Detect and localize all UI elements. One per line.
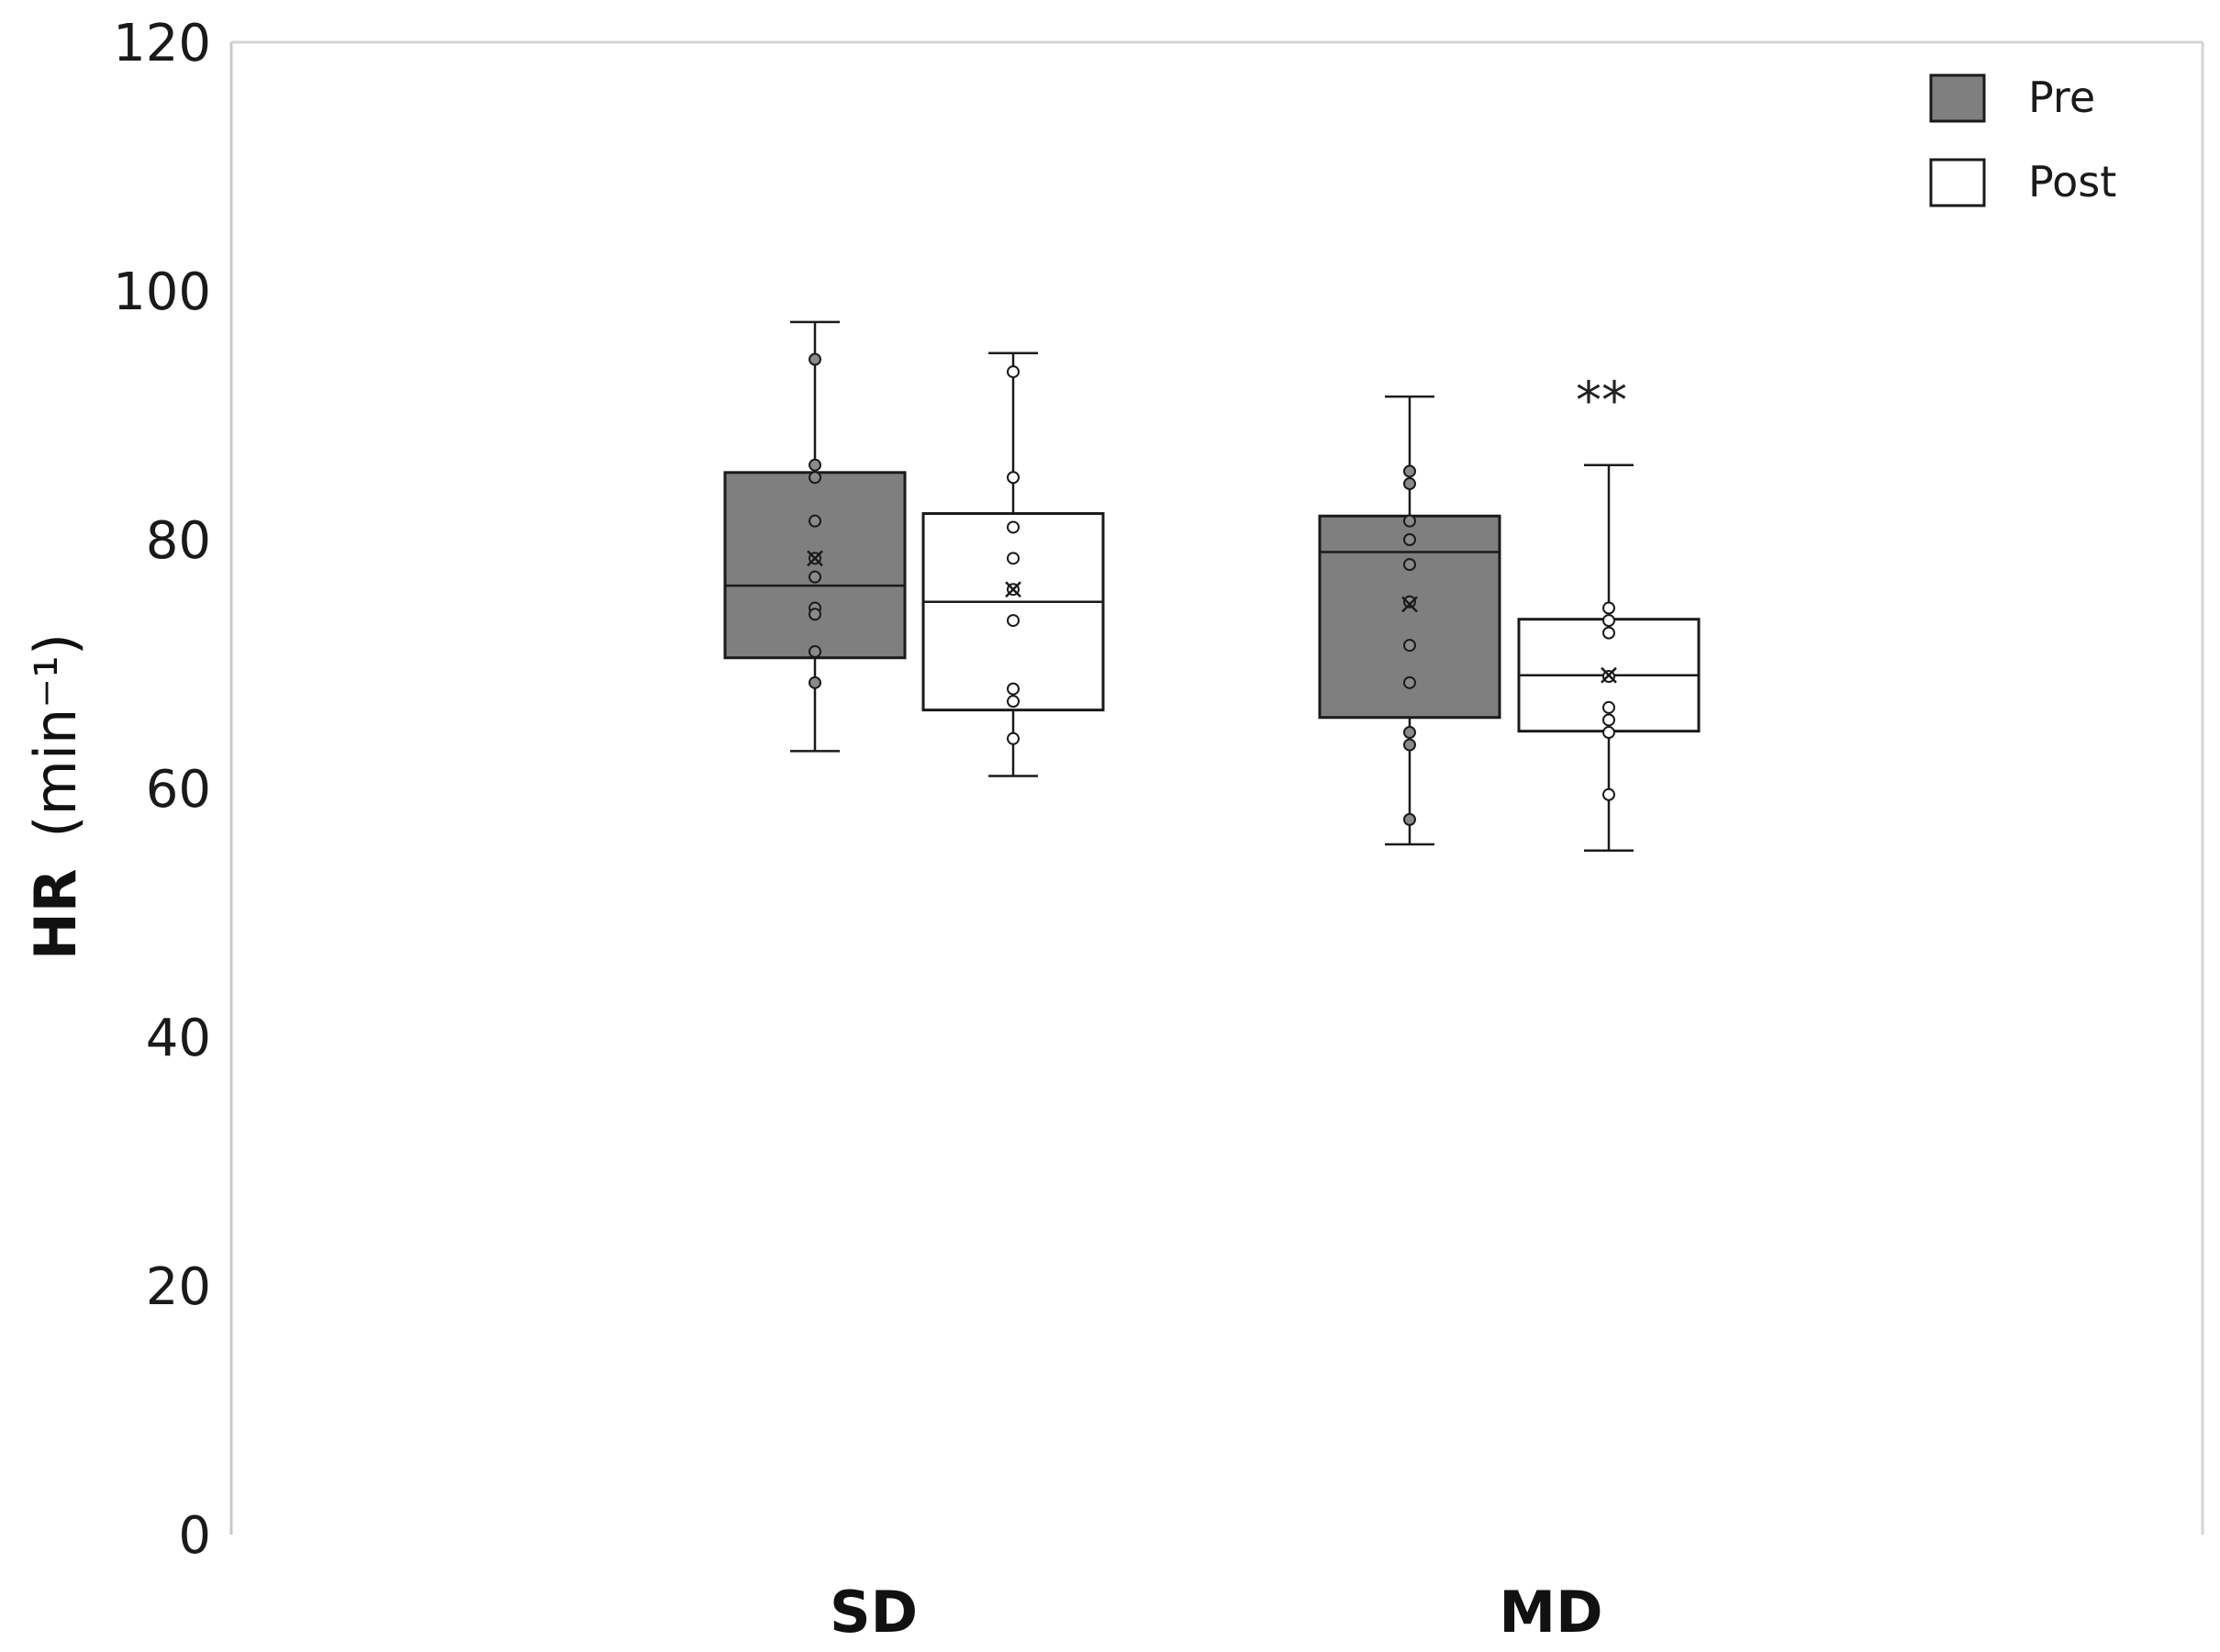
data-point xyxy=(1403,533,1416,546)
data-point xyxy=(1602,626,1615,640)
data-point xyxy=(1007,614,1020,628)
data-point xyxy=(1602,700,1615,714)
legend-swatch xyxy=(1929,73,1986,123)
category-label-md: MD xyxy=(1499,1579,1602,1646)
data-point xyxy=(809,458,821,472)
y-axis-ticks: 0 20 40 60 80 100 120 xyxy=(113,14,211,1566)
box-post-md xyxy=(1517,463,1701,852)
y-tick-label: 60 xyxy=(146,760,211,820)
iqr-box xyxy=(921,512,1105,712)
legend-label: Pre xyxy=(2028,73,2095,122)
data-point xyxy=(1602,614,1615,628)
y-tick-label: 40 xyxy=(146,1009,211,1068)
data-point xyxy=(1007,682,1020,696)
data-point xyxy=(1403,558,1416,572)
data-point xyxy=(1403,514,1416,528)
mean-marker xyxy=(1601,666,1617,684)
legend-item-post: Post xyxy=(1929,157,2116,207)
data-point xyxy=(809,675,821,689)
data-point xyxy=(1007,471,1020,485)
data-point xyxy=(1007,520,1020,534)
box-post-sd xyxy=(921,352,1105,777)
data-point xyxy=(1007,695,1020,709)
data-point xyxy=(809,570,821,584)
y-tick-label: 120 xyxy=(113,14,211,73)
data-point xyxy=(1602,726,1615,740)
significance-annotation: ** xyxy=(1576,371,1627,430)
data-point xyxy=(1403,477,1416,491)
y-tick-label: 80 xyxy=(146,511,211,571)
data-point xyxy=(1007,552,1020,565)
y-tick-label: 20 xyxy=(146,1257,211,1317)
data-point xyxy=(1403,738,1416,752)
data-point xyxy=(1602,713,1615,727)
data-point xyxy=(1007,731,1020,745)
data-point xyxy=(1403,595,1416,608)
data-point xyxy=(1403,675,1416,689)
axes xyxy=(229,40,2204,1535)
data-point xyxy=(1007,365,1020,379)
data-point xyxy=(809,471,821,485)
box-pre-md xyxy=(1318,395,1501,846)
mean-marker xyxy=(1401,596,1418,613)
data-point xyxy=(1403,812,1416,826)
data-point xyxy=(1602,601,1615,615)
iqr-box xyxy=(723,471,907,660)
y-axis-title-main: HR xyxy=(22,868,89,960)
y-tick-label: 0 xyxy=(178,1506,211,1566)
legend-label: Post xyxy=(2028,157,2116,206)
mean-marker xyxy=(1005,581,1021,598)
y-tick-label: 100 xyxy=(113,262,211,322)
category-label-sd: SD xyxy=(830,1579,918,1646)
data-point xyxy=(1403,726,1416,740)
data-point xyxy=(1602,787,1615,801)
data-point xyxy=(809,644,821,658)
data-point xyxy=(809,514,821,528)
annotations: ** xyxy=(1576,371,1627,430)
data-point xyxy=(809,352,821,366)
box-pre-sd xyxy=(723,320,907,753)
data-point xyxy=(809,608,821,621)
y-axis-title-unit: (min⁻¹) xyxy=(22,633,89,838)
mean-marker xyxy=(807,550,823,567)
data-point xyxy=(1403,464,1416,478)
legend-swatch xyxy=(1929,158,1986,207)
data-point xyxy=(1403,639,1416,653)
boxes xyxy=(723,320,1701,852)
legend: Pre Post xyxy=(1929,73,2116,207)
y-axis-title: HR (min⁻¹) xyxy=(22,633,89,960)
legend-item-pre: Pre xyxy=(1929,73,2095,123)
category-labels: SD MD xyxy=(830,1579,1603,1646)
